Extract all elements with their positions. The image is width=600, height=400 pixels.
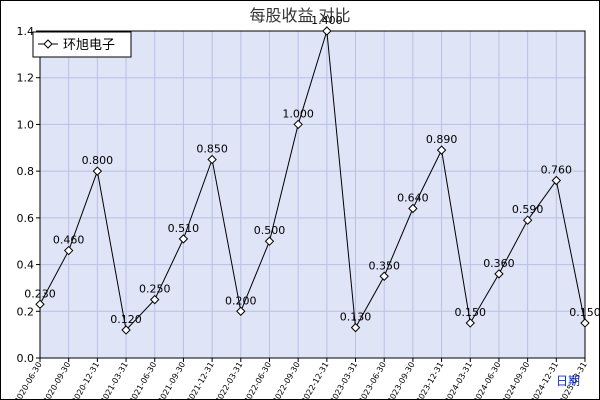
data-label: 0.120 <box>110 313 142 326</box>
y-tick-label: 1.4 <box>17 25 35 38</box>
data-point <box>522 215 533 225</box>
data-point <box>350 322 361 333</box>
data-label: 0.230 <box>24 287 56 300</box>
y-tick-label: 0.4 <box>17 259 35 272</box>
data-point <box>178 234 189 244</box>
series-line <box>39 30 586 332</box>
data-point <box>236 306 246 316</box>
data-label: 0.800 <box>82 154 114 167</box>
y-tick-label: 1.0 <box>17 118 35 131</box>
data-labels: 0.230 0.460 0.800 0.120 0.250 0.510 0.850 0.200… <box>24 14 600 326</box>
data-point <box>465 318 475 328</box>
data-point <box>293 119 303 130</box>
x-axis-label: 日期 <box>556 374 580 388</box>
plot-area <box>40 31 585 358</box>
data-label: 0.200 <box>225 294 257 307</box>
legend: 环旭电子 <box>32 31 132 58</box>
data-label: 0.150 <box>569 306 600 319</box>
data-point <box>379 271 389 281</box>
data-label: 1.000 <box>282 107 314 120</box>
data-label: 0.640 <box>397 192 429 205</box>
data-point <box>63 245 74 256</box>
data-label: 0.590 <box>512 203 544 216</box>
data-label: 0.510 <box>168 222 200 235</box>
data-point <box>322 26 332 36</box>
data-point <box>408 203 418 214</box>
data-point <box>436 145 447 155</box>
data-label: 0.350 <box>368 259 400 272</box>
data-label: 0.890 <box>426 133 458 146</box>
data-point <box>580 318 590 328</box>
data-point <box>92 166 103 176</box>
data-point <box>551 175 562 186</box>
y-tick-label: 0.6 <box>17 212 35 225</box>
legend-diamond-icon <box>43 39 53 49</box>
data-point <box>35 299 45 309</box>
data-label: 0.360 <box>483 257 515 270</box>
data-point <box>121 325 131 335</box>
data-label: 0.850 <box>196 142 228 155</box>
plot-frame <box>39 30 586 359</box>
data-label: 0.250 <box>139 283 171 296</box>
data-point <box>150 294 160 305</box>
data-point <box>207 154 217 165</box>
chart-title: 每股收益 对比 <box>249 6 350 25</box>
y-tick-label: 1.2 <box>17 72 35 85</box>
series-layer <box>35 26 590 335</box>
data-label: 1.400 <box>311 14 343 27</box>
y-tick-label: 0.8 <box>17 165 35 178</box>
y-tick-label: 0.0 <box>17 352 35 365</box>
data-point <box>494 269 504 279</box>
legend-series-name: 环旭电子 <box>63 38 115 53</box>
data-label: 0.500 <box>254 224 286 237</box>
data-label: 0.760 <box>541 163 573 176</box>
y-tick-label: 0.2 <box>17 305 35 318</box>
data-point <box>264 236 275 246</box>
data-label: 0.150 <box>455 306 487 319</box>
data-label: 0.130 <box>340 311 372 324</box>
data-label: 0.460 <box>53 234 85 247</box>
